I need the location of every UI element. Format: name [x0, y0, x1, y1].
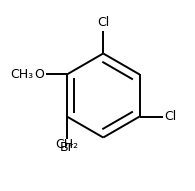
- Text: CH₂: CH₂: [55, 138, 78, 151]
- Text: O: O: [34, 68, 44, 81]
- Text: Br: Br: [60, 141, 74, 154]
- Text: Cl: Cl: [164, 110, 177, 123]
- Text: Cl: Cl: [97, 16, 109, 29]
- Text: CH₃: CH₃: [10, 68, 33, 81]
